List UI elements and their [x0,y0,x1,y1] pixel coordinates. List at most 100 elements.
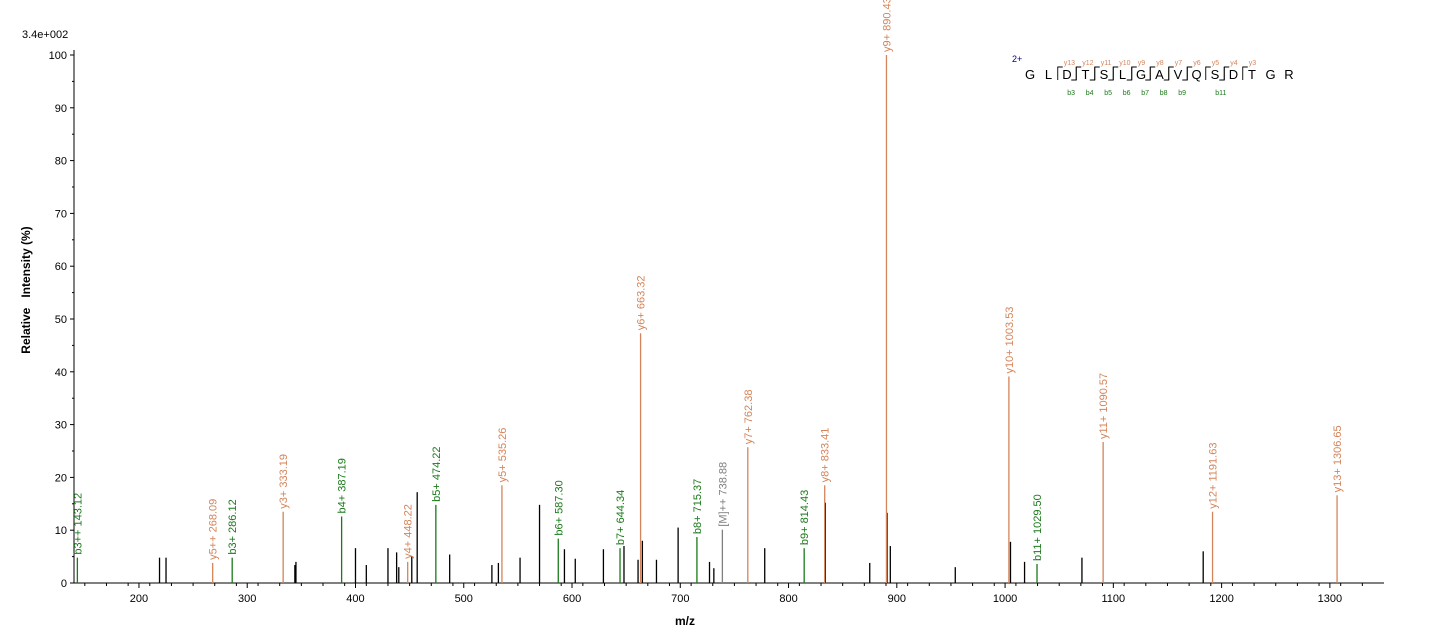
y-ion-bracket [1075,66,1082,80]
sequence-residue: T [1082,67,1090,82]
peak-label: b3++ 143.12 [72,493,84,555]
x-tick-label: 200 [130,593,148,605]
b-ion-bracket [1108,67,1114,81]
peak-label: y9+ 890.43 [881,0,893,52]
x-tick-label: 1000 [993,593,1017,605]
x-tick-label: 500 [455,593,473,605]
x-tick-label: 1100 [1102,593,1126,605]
y-ion-label: y7 [1175,60,1183,67]
peak-label: b4+ 387.19 [337,458,349,513]
y-tick-label: 90 [55,103,67,115]
x-tick-label: 400 [346,593,364,605]
y-ion-bracket [1112,66,1119,80]
peak-label: y4+ 448.22 [403,504,415,559]
x-tick-label: 800 [779,593,797,605]
b-ion-bracket [1126,67,1133,81]
x-tick-label: 1300 [1318,593,1342,605]
y-tick-label: 70 [55,208,67,220]
y-tick-label: 40 [55,367,67,379]
axis-ticks: 200 300 400 500 600 700 800 900 1000 1100 1200 1300… [49,50,1363,605]
sequence-residue: A [1155,67,1164,82]
sequence-residue: Q [1191,67,1201,82]
b-ion-label: b8 [1160,90,1168,97]
peak-label: b8+ 715.37 [692,479,704,534]
peak-label: b7+ 644.34 [615,490,627,545]
peak-label: b5+ 474.22 [431,446,443,501]
b-ion-bracket [1163,67,1170,81]
sequence-residue: G [1136,67,1146,82]
sequence-residue: V [1174,67,1183,82]
b-ion-label: b9 [1178,90,1186,97]
y-ion-label: y4 [1230,60,1238,67]
unannotated-peaks [158,492,1204,583]
peak-label: b11+ 1029.50 [1032,494,1044,561]
peak-label: b9+ 814.43 [799,490,811,545]
y-tick-label: 80 [55,156,67,168]
b-ion-bracket [1145,67,1151,81]
sequence-residue: G [1265,67,1275,82]
y-tick-label: 20 [55,472,67,484]
b-ion-bracket [1182,67,1188,81]
x-tick-label: 700 [671,593,689,605]
sequence-residue: D [1062,67,1071,82]
peak-label: y11+ 1090.57 [1098,373,1110,439]
peak-label: y8+ 833.41 [820,428,832,483]
b-ion-label: b5 [1104,90,1112,97]
y-ion-bracket [1205,66,1211,80]
y-ion-label: y6 [1193,60,1201,67]
sequence-residue: D [1229,67,1238,82]
y-ion-label: y10 [1119,60,1130,67]
y-tick-label: 60 [55,261,67,273]
y-ion-label: y9 [1138,60,1146,67]
peak-label: y13+ 1306.65 [1332,425,1344,492]
sequence-residue: G [1025,67,1035,82]
y-ion-label: y11 [1101,60,1112,67]
peak-label: y3+ 333.19 [278,454,290,509]
y-axis-title: Relative Intensity (%) [19,226,33,353]
b-ion-label: b4 [1086,90,1094,97]
peak-label: y12+ 1191.63 [1208,443,1220,509]
b-ion-label: b3 [1067,90,1075,97]
x-tick-label: 1200 [1209,593,1233,605]
x-tick-label: 300 [238,593,256,605]
sequence-residue: L [1045,67,1052,82]
b-ion-bracket [1089,67,1096,81]
b-ion-label: b7 [1141,90,1149,97]
annotated-peaks: b3++ 143.12 y5++ 268.09 b3+ 286.12 y3+ 333.… [72,0,1344,583]
y-ion-bracket [1242,66,1248,80]
y-ion-label: y8 [1156,60,1164,67]
peak-label: y6+ 663.32 [636,276,648,331]
x-axis-title: m/z [675,614,695,628]
y-tick-label: 0 [61,578,67,590]
b-ion-bracket [1071,67,1077,81]
y-ion-label: y5 [1212,60,1220,67]
peak-label: y5+ 535.26 [497,428,509,483]
sequence-residue: S [1211,67,1220,82]
y-ion-bracket [1057,66,1063,80]
peak-label: y10+ 1003.53 [1004,307,1016,374]
y-tick-label: 100 [49,50,67,62]
y-tick-label: 30 [55,420,67,432]
charge-label: 2+ [1012,54,1022,64]
peak-label: y7+ 762.38 [743,390,755,445]
peak-label: y5++ 268.09 [208,499,220,560]
sequence-residue: S [1100,67,1109,82]
y-tick-label: 50 [55,314,67,326]
sequence-residue: L [1119,67,1126,82]
peak-label: b3+ 286.12 [227,499,239,554]
sequence-residue: R [1284,67,1293,82]
sequence-residue: T [1248,67,1256,82]
x-tick-label: 600 [563,593,581,605]
b-ion-bracket [1219,67,1225,81]
x-tick-label: 900 [888,593,906,605]
y-ion-label: y13 [1064,60,1075,67]
b-ion-label: b6 [1123,90,1131,97]
b-ion-label: b11 [1215,90,1226,97]
y-ion-label: y3 [1249,60,1257,67]
intensity-scale-label: 3.4e+002 [22,29,68,41]
peak-label: b6+ 587.30 [553,480,565,535]
peak-label: [M]++ 738.88 [717,462,729,527]
y-tick-label: 10 [55,525,67,537]
